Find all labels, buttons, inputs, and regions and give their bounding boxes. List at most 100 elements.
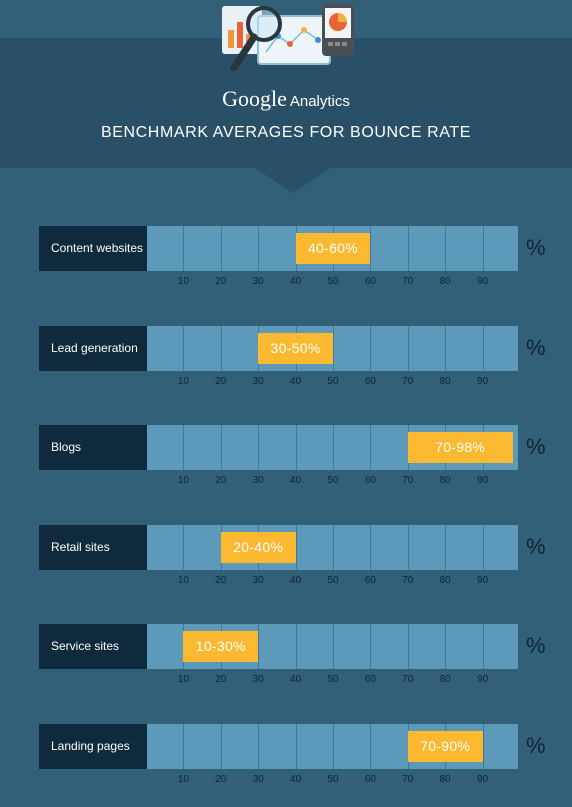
tick-label: 30 bbox=[252, 575, 264, 586]
grid-line bbox=[407, 525, 409, 570]
tick-label: 30 bbox=[252, 774, 264, 785]
grid-line bbox=[407, 326, 409, 371]
tick-label: 30 bbox=[252, 475, 264, 486]
tick-label: 80 bbox=[439, 376, 451, 387]
tick-label: 80 bbox=[439, 475, 451, 486]
tick-label: 20 bbox=[215, 575, 227, 586]
category-label: Content websites bbox=[51, 241, 144, 255]
tick-label: 50 bbox=[327, 475, 339, 486]
page-title: BENCHMARK AVERAGES FOR BOUNCE RATE bbox=[100, 124, 472, 141]
tick-label: 90 bbox=[477, 674, 489, 685]
tick-label: 90 bbox=[477, 575, 489, 586]
tick-label: 40 bbox=[290, 575, 302, 586]
analytics-illustration bbox=[222, 4, 354, 72]
tick-label: 30 bbox=[252, 674, 264, 685]
range-bar: 70-90% bbox=[407, 731, 483, 762]
tick-label: 80 bbox=[439, 575, 451, 586]
tick-label: 80 bbox=[439, 276, 451, 287]
tick-label: 70 bbox=[402, 376, 414, 387]
percent-unit-label: % bbox=[526, 335, 546, 360]
tick-label: 10 bbox=[177, 276, 189, 287]
category-label: Landing pages bbox=[51, 739, 130, 753]
category-label-box bbox=[39, 226, 149, 271]
range-bar: 20-40% bbox=[220, 532, 296, 563]
tick-label: 80 bbox=[439, 674, 451, 685]
grid-line bbox=[370, 326, 372, 371]
grid-line bbox=[445, 326, 447, 371]
tick-label: 30 bbox=[252, 376, 264, 387]
grid-line bbox=[370, 525, 372, 570]
tick-label: 90 bbox=[477, 774, 489, 785]
tick-label: 30 bbox=[252, 276, 264, 287]
grid-line bbox=[407, 624, 409, 669]
grid-line bbox=[258, 624, 260, 669]
category-label: Blogs bbox=[51, 440, 82, 454]
grid-line bbox=[482, 624, 484, 669]
category-label: Lead generation bbox=[51, 341, 138, 355]
category-label: Service sites bbox=[51, 639, 120, 653]
grid-line bbox=[183, 425, 185, 470]
tick-label: 80 bbox=[439, 774, 451, 785]
pie-chart-icon bbox=[322, 4, 354, 56]
tick-label: 20 bbox=[215, 475, 227, 486]
grid-line bbox=[183, 226, 185, 271]
grid-line bbox=[370, 425, 372, 470]
grid-line bbox=[258, 724, 260, 769]
range-bar: 70-98% bbox=[407, 432, 513, 463]
grid-line bbox=[333, 326, 334, 371]
range-bar: 30-50% bbox=[258, 333, 333, 364]
grid-line bbox=[258, 425, 260, 470]
grid-line bbox=[482, 226, 484, 271]
grid-line bbox=[370, 724, 372, 769]
tick-label: 60 bbox=[364, 376, 376, 387]
tick-label: 50 bbox=[327, 575, 339, 586]
tick-label: 40 bbox=[290, 674, 302, 685]
tick-label: 40 bbox=[290, 376, 302, 387]
grid-line bbox=[183, 724, 185, 769]
grid-line bbox=[370, 226, 372, 271]
category-label-box bbox=[39, 525, 149, 570]
bar-track bbox=[147, 525, 518, 570]
tick-label: 20 bbox=[215, 276, 227, 287]
grid-line bbox=[183, 326, 185, 371]
tick-label: 70 bbox=[402, 575, 414, 586]
tick-label: 60 bbox=[364, 276, 376, 287]
tick-label: 90 bbox=[477, 475, 489, 486]
tick-label: 90 bbox=[477, 276, 489, 287]
grid-line bbox=[482, 724, 484, 769]
tick-label: 60 bbox=[364, 774, 376, 785]
tick-label: 60 bbox=[364, 674, 376, 685]
grid-line bbox=[482, 525, 484, 570]
tick-label: 90 bbox=[477, 376, 489, 387]
grid-line bbox=[370, 624, 372, 669]
percent-unit-label: % bbox=[526, 235, 546, 260]
grid-line bbox=[295, 525, 297, 570]
grid-line bbox=[445, 226, 447, 271]
tick-label: 60 bbox=[364, 475, 376, 486]
grid-line bbox=[445, 525, 447, 570]
grid-line bbox=[183, 525, 185, 570]
grid-line bbox=[220, 724, 222, 769]
category-label: Retail sites bbox=[51, 540, 110, 554]
grid-line bbox=[333, 724, 334, 769]
tick-label: 50 bbox=[327, 674, 339, 685]
tick-label: 10 bbox=[177, 674, 189, 685]
grid-line bbox=[220, 326, 222, 371]
tick-label: 10 bbox=[177, 575, 189, 586]
tick-label: 70 bbox=[402, 674, 414, 685]
tick-label: 20 bbox=[215, 376, 227, 387]
grid-line bbox=[482, 326, 484, 371]
tick-label: 40 bbox=[290, 774, 302, 785]
category-label-box bbox=[39, 326, 149, 371]
tick-label: 70 bbox=[402, 774, 414, 785]
category-label-box bbox=[39, 624, 149, 669]
tick-label: 20 bbox=[215, 674, 227, 685]
grid-line bbox=[220, 425, 222, 470]
tick-label: 50 bbox=[327, 276, 339, 287]
tick-label: 20 bbox=[215, 774, 227, 785]
tick-label: 70 bbox=[402, 475, 414, 486]
google-analytics-logo: Google Analytics bbox=[0, 86, 572, 112]
grid-line bbox=[295, 425, 297, 470]
percent-unit-label: % bbox=[526, 733, 546, 758]
